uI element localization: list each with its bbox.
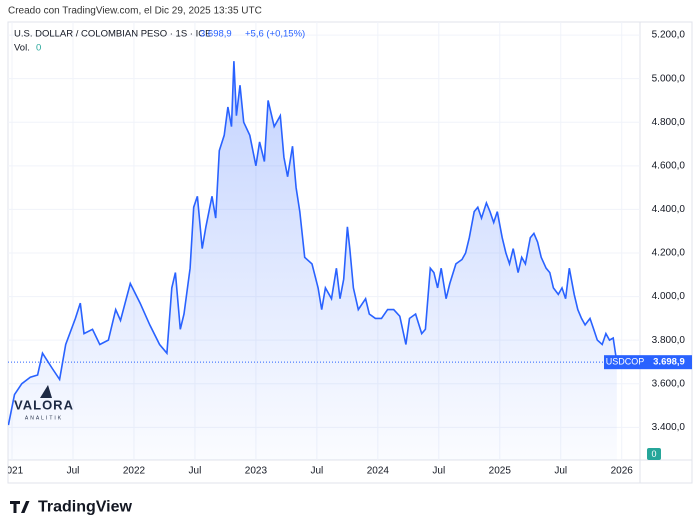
y-tick-label: 5.000,0 — [652, 73, 686, 84]
volume-value: 0 — [36, 43, 41, 54]
legend-change: +5,6 (+0,15%) — [245, 29, 305, 40]
x-tick-label: Jul — [67, 466, 80, 477]
x-tick-label: 2021 — [1, 466, 24, 477]
watermark-sub: ANALITIK — [25, 415, 63, 421]
legend-title: U.S. DOLLAR / COLOMBIAN PESO · 1S · ICE — [14, 29, 211, 40]
price-tag — [646, 355, 692, 370]
y-tick-label: 4.200,0 — [652, 248, 686, 259]
tv-icon — [10, 501, 30, 513]
x-tick-label: 2026 — [611, 466, 634, 477]
y-tick-label: 4.000,0 — [652, 291, 686, 302]
y-tick-label: 3.800,0 — [652, 335, 686, 346]
y-tick-label: 4.400,0 — [652, 204, 686, 215]
price-line — [8, 61, 618, 426]
y-tick-label: 3.600,0 — [652, 378, 686, 389]
volume-badge-value: 0 — [651, 449, 656, 459]
x-tick-label: Jul — [189, 466, 202, 477]
watermark-name: VALORA — [14, 397, 74, 412]
y-tick-label: 4.800,0 — [652, 117, 686, 128]
volume-label: Vol. — [14, 43, 30, 54]
x-tick-label: 2023 — [245, 466, 268, 477]
legend-price: 3.698,9 — [200, 29, 232, 40]
watermark: VALORA ANALITIK — [14, 385, 74, 421]
symbol-tag-label: USDCOP — [606, 357, 645, 367]
header: Creado con TradingView.com, el Dic 29, 2… — [8, 6, 262, 17]
y-tick-label: 3.400,0 — [652, 422, 686, 433]
x-tick-label: Jul — [554, 466, 567, 477]
x-tick-label: Jul — [310, 466, 323, 477]
footer-text: TradingView — [38, 499, 133, 516]
logo-icon — [40, 385, 52, 398]
price-tag-label: 3.698,9 — [653, 357, 685, 368]
x-tick-label: 2022 — [123, 466, 146, 477]
y-tick-label: 4.600,0 — [652, 160, 686, 171]
footer-logo: TradingView — [10, 499, 133, 516]
x-tick-label: Jul — [432, 466, 445, 477]
plot — [8, 22, 640, 460]
symbol-tag — [604, 355, 646, 370]
x-tick-label: 2024 — [367, 466, 390, 477]
y-axis: 3.400,0 3.600,0 3.800,0 4.000,0 4.200,0 4.400… — [652, 30, 686, 433]
x-axis: 2021 Jul 2022 Jul 2023 Jul 2024 Jul 2025 Jul 2026 — [1, 466, 634, 477]
area-fill — [8, 61, 617, 460]
y-tick-label: 5.200,0 — [652, 30, 686, 41]
x-tick-label: 2025 — [489, 466, 512, 477]
volume-badge — [647, 448, 661, 460]
